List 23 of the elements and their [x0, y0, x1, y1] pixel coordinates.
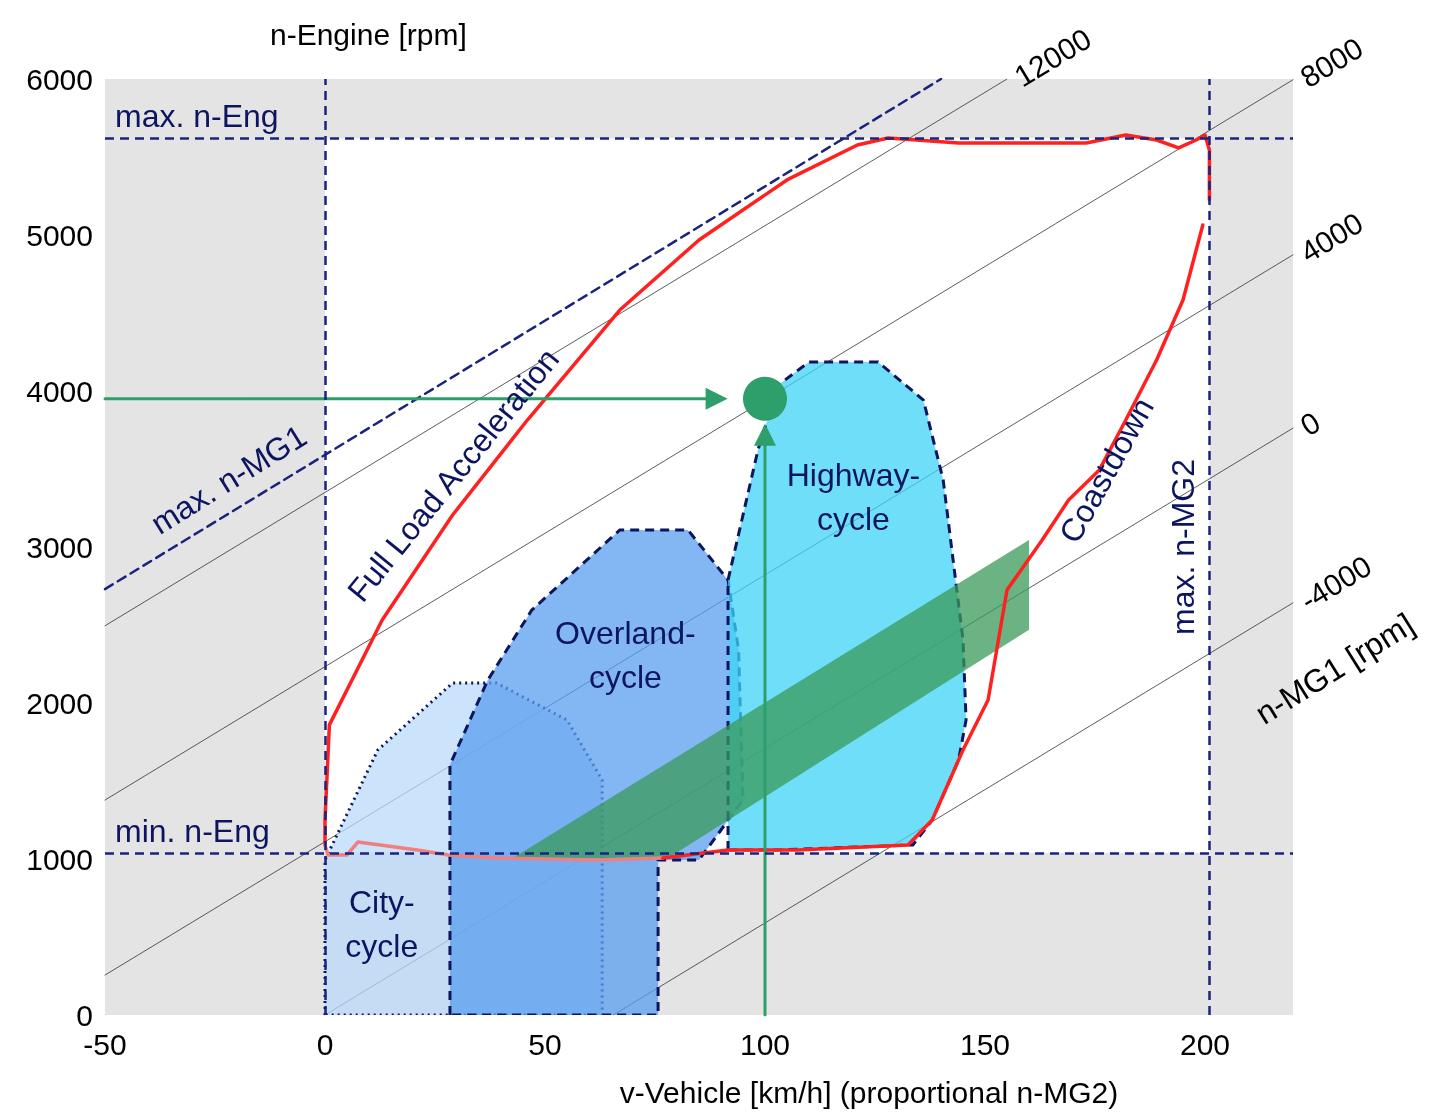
y-tick-label: 1000: [26, 842, 93, 876]
y-axis-title: n-Engine [rpm]: [270, 17, 467, 51]
ref-line-label: max. n-Eng: [115, 98, 279, 135]
text: 4000: [1294, 206, 1369, 269]
x-tick-label: 50: [528, 1027, 562, 1061]
x-tick-label: 0: [316, 1027, 334, 1061]
x-tick-label: 200: [1179, 1027, 1231, 1061]
text: 0: [1294, 405, 1326, 443]
annotation: City- cycle: [345, 884, 419, 965]
annotation: Overland- cycle: [555, 614, 696, 695]
text: 8000: [1294, 31, 1369, 94]
y-tick-label: 4000: [26, 374, 93, 408]
text: -4000: [1294, 548, 1378, 617]
y-tick-label: 6000: [26, 62, 93, 96]
x-tick-label: 100: [739, 1027, 791, 1061]
y-tick-label: 5000: [26, 218, 93, 252]
ref-line-label: min. n-Eng: [115, 812, 270, 849]
y-tick-label: 3000: [26, 530, 93, 564]
x-axis-title: v-Vehicle [km/h] (proportional n-MG2): [619, 1075, 1119, 1109]
ref-line-label: max. n-MG2: [1165, 458, 1202, 636]
x-tick-label: 150: [959, 1027, 1011, 1061]
y-tick-label: 2000: [26, 686, 93, 720]
annotation: Highway- cycle: [786, 457, 921, 538]
